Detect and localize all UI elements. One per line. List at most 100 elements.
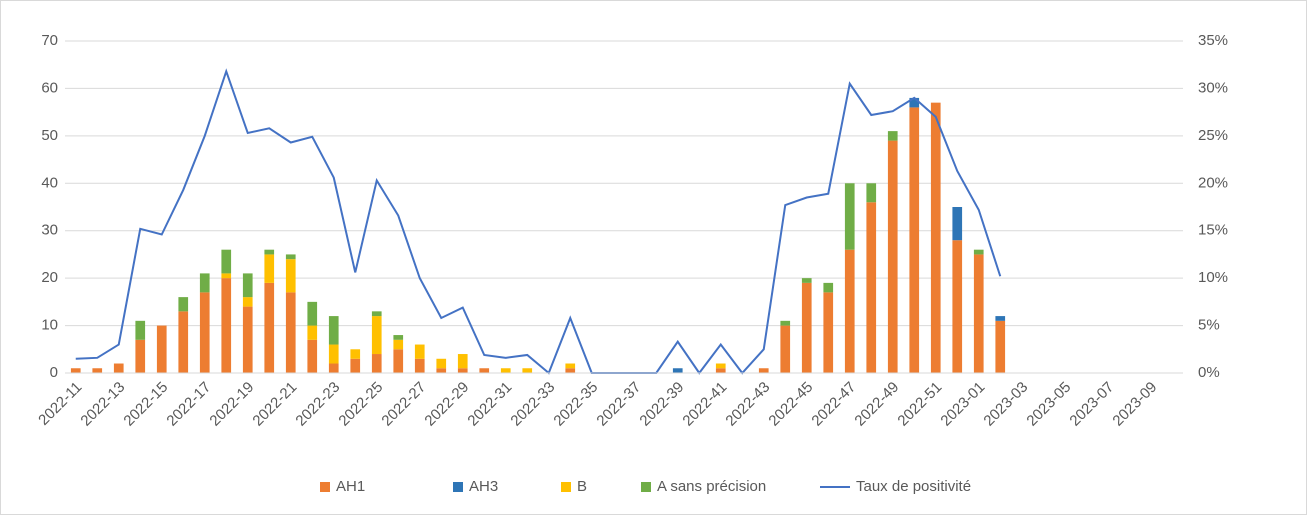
bar-segment: [285, 259, 296, 293]
legend-swatch: [641, 482, 651, 492]
bar-segment: [715, 368, 726, 373]
bar-segment: [780, 320, 791, 326]
bar-segment: [909, 97, 920, 108]
bar-segment: [199, 292, 210, 373]
y2-tick-label: 35%: [1198, 32, 1228, 49]
bar-segment: [242, 273, 253, 298]
bar-segment: [973, 254, 984, 373]
bar-segment: [371, 354, 382, 373]
bar-segment: [758, 368, 769, 373]
bar-segment: [242, 297, 253, 307]
bar-segment: [393, 335, 404, 340]
y2-tick-label: 25%: [1198, 127, 1228, 144]
bar-segment: [866, 202, 877, 373]
bar-segment: [178, 311, 189, 373]
y2-tick-label: 30%: [1198, 79, 1228, 96]
bar-segment: [887, 131, 898, 141]
bar-segment: [780, 325, 791, 373]
bar-segment: [844, 183, 855, 250]
legend-label: AH1: [336, 478, 365, 495]
bar-segment: [350, 349, 361, 359]
bar-segment: [522, 368, 533, 373]
bar-segment: [221, 273, 232, 279]
bar-segment: [307, 301, 318, 326]
bar-segment: [328, 363, 339, 373]
bar-segment: [178, 297, 189, 312]
bar-segment: [264, 282, 275, 373]
line-series: [75, 68, 1002, 375]
bar-segment: [995, 320, 1006, 373]
bar-segment: [801, 282, 812, 373]
bar-segment: [909, 107, 920, 374]
bar-segment: [307, 339, 318, 373]
y-tick-label: 60: [41, 79, 58, 96]
bar-segment: [952, 240, 963, 373]
y2-tick-label: 0%: [1198, 364, 1220, 381]
bar-segment: [221, 278, 232, 373]
y2-tick-label: 5%: [1198, 317, 1220, 334]
y-tick-label: 40: [41, 174, 58, 191]
bar-segment: [70, 368, 81, 373]
bar-segment: [973, 249, 984, 255]
bar-segment: [479, 368, 490, 373]
bar-segment: [221, 249, 232, 274]
bar-segment: [371, 316, 382, 355]
bar-segment: [436, 368, 447, 373]
bar-segment: [844, 249, 855, 373]
bar-segment: [500, 368, 511, 373]
bar-segment: [457, 354, 468, 369]
bar-segment: [350, 358, 361, 373]
bar-segment: [328, 344, 339, 364]
legend-label: B: [577, 478, 587, 495]
bar-segment: [823, 292, 834, 373]
bar-segment: [866, 183, 877, 203]
y2-tick-label: 15%: [1198, 222, 1228, 239]
bar-segment: [371, 311, 382, 317]
y-tick-label: 30: [41, 222, 58, 239]
bar-segment: [930, 102, 941, 374]
legend-swatch: [453, 482, 463, 492]
bar-segment: [672, 368, 683, 373]
bar-segment: [264, 249, 275, 255]
y2-tick-label: 20%: [1198, 174, 1228, 191]
bar-segment: [801, 278, 812, 283]
legend-label: A sans précision: [657, 478, 766, 495]
legend-label: Taux de positivité: [856, 478, 971, 495]
bar-segment: [565, 363, 576, 369]
bar-segment: [715, 363, 726, 369]
bar-segment: [995, 316, 1006, 321]
bar-segment: [393, 339, 404, 350]
bar-segment: [264, 254, 275, 283]
legend-swatch: [561, 482, 571, 492]
bar-segment: [135, 320, 146, 340]
bar-segment: [199, 273, 210, 293]
bar-segment: [823, 282, 834, 293]
legend-label: AH3: [469, 478, 498, 495]
y-tick-label: 0: [50, 364, 58, 381]
bar-segment: [887, 140, 898, 373]
bar-segment: [436, 358, 447, 369]
bar-segment: [393, 349, 404, 373]
bar-segment: [242, 306, 253, 373]
bar-segment: [952, 207, 963, 241]
bar-segment: [92, 368, 103, 373]
bar-segment: [285, 292, 296, 373]
bar-segment: [414, 344, 425, 359]
bar-segment: [113, 363, 124, 373]
y2-tick-label: 10%: [1198, 269, 1228, 286]
bar-segment: [156, 325, 167, 373]
bar-segment: [307, 325, 318, 340]
bar-segment: [414, 358, 425, 373]
y-tick-label: 20: [41, 269, 58, 286]
y-tick-label: 70: [41, 32, 58, 49]
bar-segment: [457, 368, 468, 373]
y-tick-label: 50: [41, 127, 58, 144]
legend-swatch: [320, 482, 330, 492]
bar-segment: [565, 368, 576, 373]
bar-segment: [328, 316, 339, 345]
bar-segment: [135, 339, 146, 373]
y-tick-label: 10: [41, 317, 58, 334]
bar-segment: [285, 254, 296, 260]
